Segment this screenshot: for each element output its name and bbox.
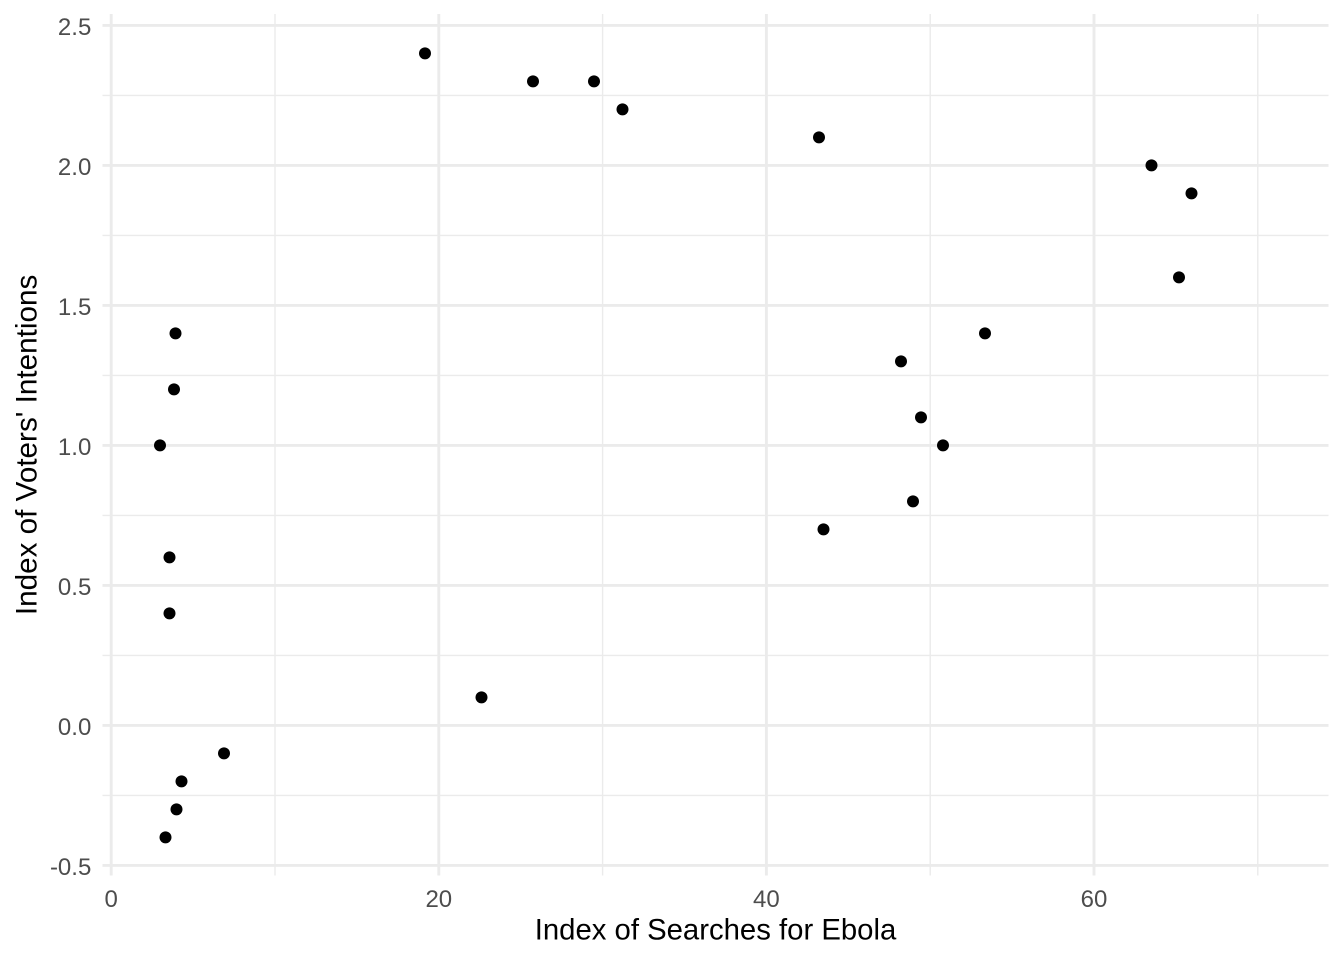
svg-text:1.5: 1.5 — [58, 294, 91, 321]
svg-text:60: 60 — [1081, 886, 1108, 913]
svg-text:Index of Voters' Intentions: Index of Voters' Intentions — [10, 275, 43, 616]
svg-text:-0.5: -0.5 — [50, 854, 91, 881]
svg-text:2.0: 2.0 — [58, 154, 91, 181]
svg-text:0.5: 0.5 — [58, 574, 91, 601]
svg-text:0: 0 — [105, 886, 118, 913]
svg-text:1.0: 1.0 — [58, 434, 91, 461]
svg-text:20: 20 — [425, 886, 452, 913]
svg-text:2.5: 2.5 — [58, 14, 91, 41]
svg-text:Index of Searches for Ebola: Index of Searches for Ebola — [535, 914, 897, 947]
svg-text:0.0: 0.0 — [58, 714, 91, 741]
svg-text:40: 40 — [753, 886, 780, 913]
